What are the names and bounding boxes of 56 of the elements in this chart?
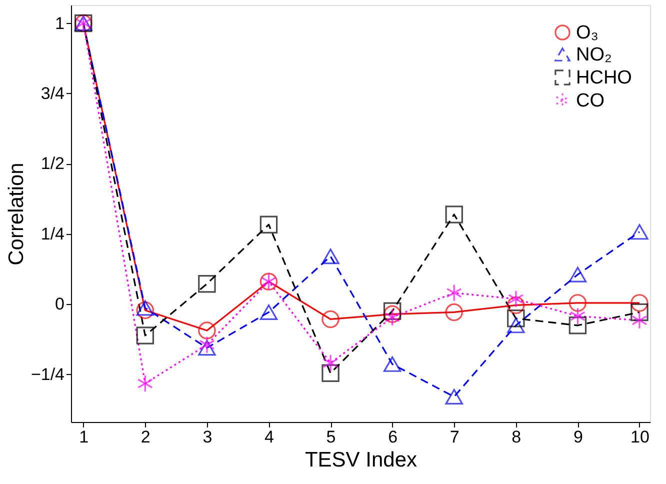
point: [322, 364, 340, 382]
point: [260, 216, 278, 234]
point: [322, 310, 340, 328]
x-tick-label: 8: [512, 428, 522, 446]
point: [383, 356, 402, 372]
point: [630, 294, 648, 312]
y-tick-label: 3/4: [40, 84, 64, 103]
point: [322, 354, 338, 372]
point: [198, 274, 216, 293]
x-tick-label: 3: [202, 428, 212, 446]
point: [136, 326, 154, 344]
point: [198, 322, 216, 340]
legend-label: NO₂: [576, 44, 612, 66]
x-tick-label: 5: [326, 428, 336, 446]
point: [445, 388, 463, 405]
x-tick-label: 7: [450, 428, 460, 446]
point: [630, 303, 648, 322]
point: [322, 248, 340, 264]
point: [568, 316, 587, 334]
point: [570, 307, 586, 325]
y-axis-title: Correlation: [4, 162, 28, 266]
x-tick-label: 1: [79, 428, 89, 446]
point: [198, 340, 216, 356]
point: [384, 308, 400, 326]
y-tick-label: 1/2: [40, 154, 64, 174]
x-tick-label: 9: [573, 428, 583, 446]
x-tick-label: 10: [630, 428, 650, 446]
x-tick-label: 2: [140, 428, 150, 446]
legend-label: O₃: [576, 22, 599, 44]
point: [568, 294, 587, 312]
point: [508, 290, 524, 308]
point: [383, 305, 402, 324]
legend-label: HCHO: [576, 68, 632, 88]
point: [445, 303, 463, 322]
point: [568, 266, 587, 282]
point: [199, 336, 215, 354]
point: [445, 206, 463, 224]
y-tick-label: 1/4: [40, 224, 64, 244]
x-tick-label: 6: [388, 428, 398, 446]
point: [507, 318, 525, 334]
point: [630, 224, 648, 240]
point: [507, 296, 525, 314]
x-axis-title: TESV Index: [304, 448, 418, 472]
point: [507, 310, 525, 328]
point: [137, 374, 153, 392]
x-tick-label: 4: [264, 428, 274, 446]
y-tick-label: 1: [55, 14, 64, 33]
point: [446, 284, 462, 302]
point: [136, 301, 154, 320]
point: [632, 311, 648, 330]
point: [136, 300, 154, 316]
point: [260, 304, 278, 320]
y-tick-label: 0: [55, 294, 64, 314]
legend-label: CO: [576, 90, 604, 112]
y-tick-label: −1/4: [30, 364, 64, 384]
point: [383, 302, 402, 320]
